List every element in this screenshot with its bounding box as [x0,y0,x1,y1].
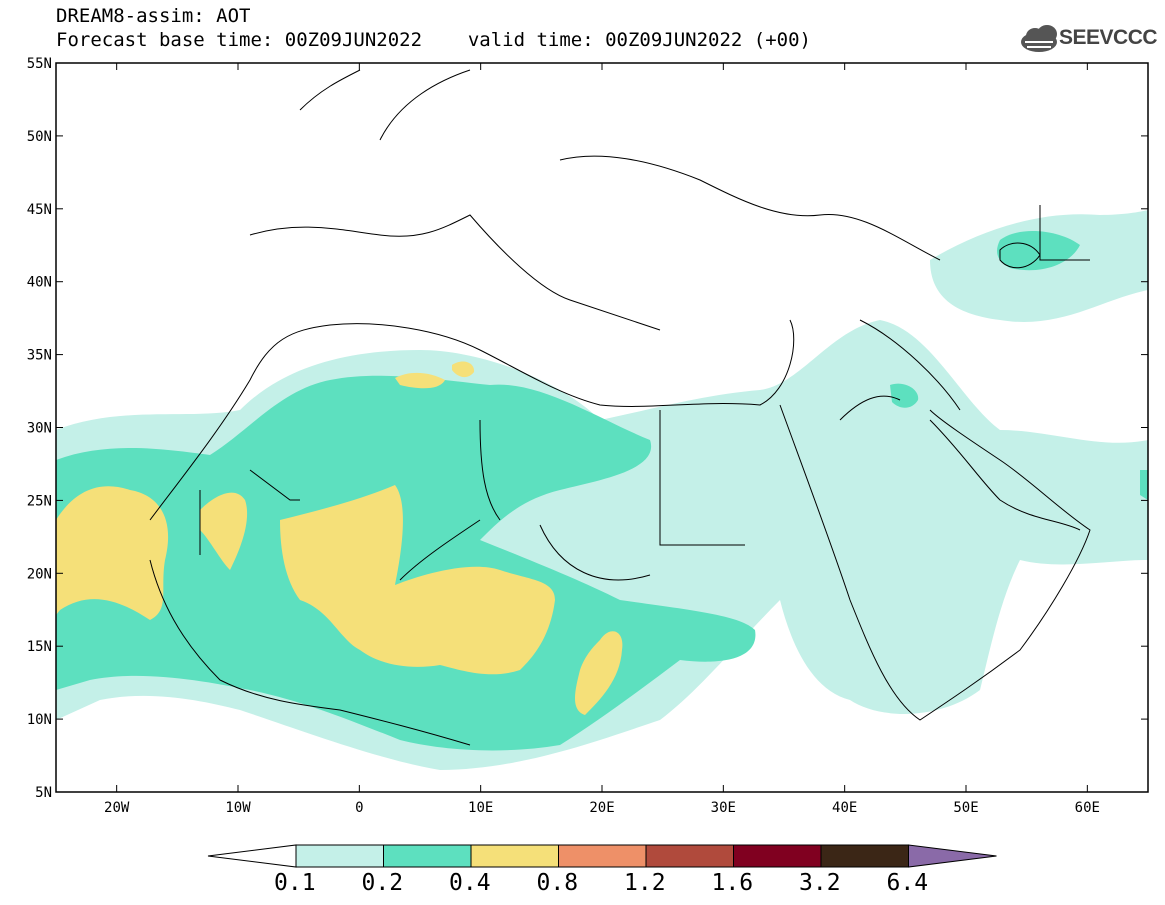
colorbar-swatch [383,844,472,868]
lat-tick-label: 45N [27,202,52,218]
map-title: DREAM8-assim: AOT [56,5,251,27]
colorbar-label: 0.2 [361,870,404,896]
forecast-base-time: Forecast base time: 00Z09JUN2022 [56,29,423,51]
lon-tick-label: 0 [355,800,363,816]
colorbar-label: 0.8 [536,870,579,896]
map-subtitle: Forecast base time: 00Z09JUN2022 valid t… [56,30,811,50]
lon-tick-label: 10W [225,800,251,816]
lon-tick-label: 50E [953,800,978,816]
lon-tick-label: 30E [711,800,736,816]
lon-tick-label: 40E [832,800,857,816]
lat-tick-label: 25N [27,493,52,509]
lat-tick-label: 50N [27,129,52,145]
aot-level-0.2 [56,230,1148,751]
lat-tick-label: 35N [27,348,52,364]
lat-tick-label: 15N [27,639,52,655]
lon-tick-label: 20E [589,800,614,816]
colorbar-label: 1.6 [711,870,754,896]
logo-text: SEEVCCC [1059,26,1158,49]
colorbar-swatch [645,844,734,868]
longitude-axis: 20W 10W 0 10E 20E 30E 40E 50E 60E [104,63,1100,816]
seevccc-logo [1021,25,1057,52]
cloud-icon [1021,25,1057,52]
colorbar-swatch [820,844,909,868]
colorbar-label: 1.2 [624,870,666,896]
colorbar-swatch [733,844,822,868]
colorbar-label: 3.2 [799,870,841,896]
latitude-axis: 55N 50N 45N 40N 35N 30N 25N 20N 15N 10N 5N [27,56,1148,801]
lat-tick-label: 5N [35,785,52,801]
lat-tick-label: 10N [27,712,52,728]
colorbar-label: 6.4 [886,870,929,896]
colorbar-swatch [470,844,559,868]
lat-tick-label: 30N [27,421,52,437]
colorbar-swatch [295,844,384,868]
lon-tick-label: 20W [104,800,130,816]
colorbar-swatch [558,844,647,868]
colorbar-low-triangle [207,844,297,868]
colorbar-label: 0.4 [449,870,491,896]
valid-time: valid time: 00Z09JUN2022 (+00) [467,29,811,51]
lon-tick-label: 60E [1075,800,1100,816]
lat-tick-label: 40N [27,275,52,291]
lat-tick-label: 55N [27,56,52,72]
coastlines [149,69,1091,746]
colorbar-boxes [207,844,997,868]
colorbar-label: 0.1 [274,870,316,896]
lat-tick-label: 20N [27,566,52,582]
lon-tick-label: 10E [468,800,493,816]
colorbar-high-triangle [908,844,997,868]
aot-level-0.4 [56,361,623,715]
